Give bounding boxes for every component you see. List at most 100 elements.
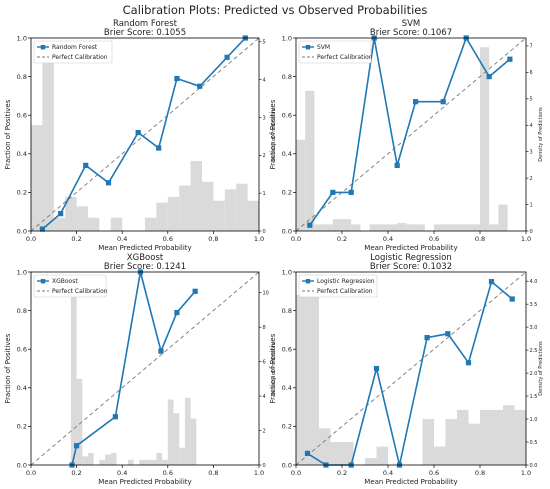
data-point: [135, 129, 141, 136]
y2-tick-label: 5: [530, 97, 533, 103]
x-tick-label: 0.0: [291, 235, 301, 243]
histogram-bar: [127, 459, 134, 465]
plot-frame: [30, 271, 260, 466]
y2-tick-label: 3.0: [530, 325, 538, 331]
histogram-bar: [491, 409, 503, 465]
histogram-bar: [179, 447, 185, 465]
histogram-bar: [190, 160, 202, 231]
histogram-bar: [319, 428, 331, 465]
y2-tick-label: 4: [530, 123, 533, 129]
x-axis-label: Mean Predicted Probability: [364, 478, 457, 486]
data-point: [158, 348, 164, 354]
histogram: [296, 285, 526, 465]
y-tick-label: 0.2: [282, 189, 292, 197]
figure-title: Calibration Plots: Predicted vs Observed…: [123, 3, 428, 17]
y2-tick-label: 0.5: [530, 440, 538, 446]
x-tick-label: 0.6: [163, 469, 173, 477]
histogram-bar: [236, 183, 248, 231]
y-tick-label: 1.0: [17, 268, 27, 276]
data-point: [488, 279, 495, 285]
histogram-bar: [173, 413, 180, 465]
legend-label: SVM: [317, 44, 330, 51]
data-point: [445, 331, 451, 337]
y2-tick-label: 4.0: [530, 279, 538, 285]
histogram-bar: [443, 224, 453, 231]
x-tick-label: 0.0: [26, 235, 36, 243]
histogram-bar: [167, 399, 174, 465]
data-point: [192, 288, 198, 294]
data-point: [465, 360, 472, 366]
histogram-bar: [480, 47, 490, 232]
histogram-bar: [351, 224, 361, 231]
legend-series-marker: [40, 45, 46, 50]
histogram-bar: [213, 200, 225, 231]
histogram-bar: [190, 418, 197, 465]
histogram-bar: [445, 419, 457, 465]
histogram-bar: [53, 217, 66, 231]
y-tick-label: 1.0: [282, 268, 292, 276]
y2-tick-label: 2.5: [530, 348, 538, 354]
data-point: [174, 309, 180, 316]
histogram-bar: [145, 459, 151, 465]
histogram-bar: [378, 224, 388, 231]
chart-title: XGBoost: [127, 253, 164, 263]
histogram-bar: [323, 224, 333, 231]
x-tick-label: 0.8: [475, 469, 485, 477]
perfect-calibration-line: [30, 271, 260, 466]
x-tick-label: 0.0: [291, 469, 301, 477]
x-axis-label: Mean Predicted Probability: [364, 244, 457, 252]
x-tick-label: 1.0: [254, 235, 264, 243]
legend: Logistic Regression Perfect Calibration: [298, 274, 378, 298]
y2-axis-label: Density of Predictions: [271, 341, 277, 396]
y-tick-label: 0.6: [17, 112, 27, 120]
series-line: [309, 36, 511, 226]
data-point: [83, 162, 89, 168]
y2-tick-label: 0: [263, 463, 266, 469]
histogram-bar: [99, 459, 106, 465]
legend-box: [298, 40, 372, 64]
data-point: [424, 335, 430, 341]
chart-subtitle: Brier Score: 0.1032: [370, 262, 452, 272]
histogram-bar: [145, 217, 157, 231]
y-axis-label: Fraction of Positives: [269, 99, 277, 169]
y2-tick-label: 1: [263, 191, 266, 197]
data-point: [394, 162, 400, 168]
y-tick-label: 0.4: [282, 150, 292, 158]
histogram-bar: [156, 202, 168, 231]
data-point: [224, 54, 230, 60]
y2-axis-label: Density of Predictions: [538, 107, 544, 162]
histogram-bar: [305, 90, 315, 231]
data-point: [307, 222, 313, 228]
legend-label: Perfect Calibration: [52, 288, 108, 295]
y-tick-label: 0.2: [17, 423, 27, 431]
y2-tick-label: 1: [530, 202, 533, 208]
histogram-bar: [224, 189, 237, 231]
histogram-bar: [503, 405, 515, 465]
legend-label: Perfect Calibration: [317, 54, 373, 61]
plot-frame: [295, 37, 527, 232]
x-tick-label: 0.6: [429, 235, 439, 243]
legend-series-marker: [305, 45, 311, 50]
perfect-calibration-line: [295, 37, 527, 232]
data-point: [304, 450, 311, 457]
y2-tick-label: 3: [263, 115, 266, 121]
data-point: [174, 75, 180, 82]
histogram-bar: [434, 446, 446, 465]
histogram-bar: [65, 196, 77, 231]
histogram-bar: [307, 285, 319, 465]
histogram-bar: [434, 224, 444, 231]
histogram-bar: [296, 139, 306, 231]
x-tick-label: 1.0: [254, 469, 264, 477]
y2-tick-label: 4: [263, 394, 266, 400]
data-point: [486, 74, 492, 80]
x-tick-label: 0.2: [71, 235, 81, 243]
histogram-bar: [296, 294, 308, 465]
y2-tick-label: 1.0: [530, 417, 538, 423]
histogram-bar: [105, 454, 111, 465]
y2-tick-label: 7: [530, 44, 533, 50]
y-axis-label: Fraction of Positives: [4, 99, 12, 169]
x-tick-label: 1.0: [521, 235, 531, 243]
data-point: [105, 180, 112, 186]
series-line: [41, 37, 246, 230]
histogram-bar: [452, 224, 462, 231]
